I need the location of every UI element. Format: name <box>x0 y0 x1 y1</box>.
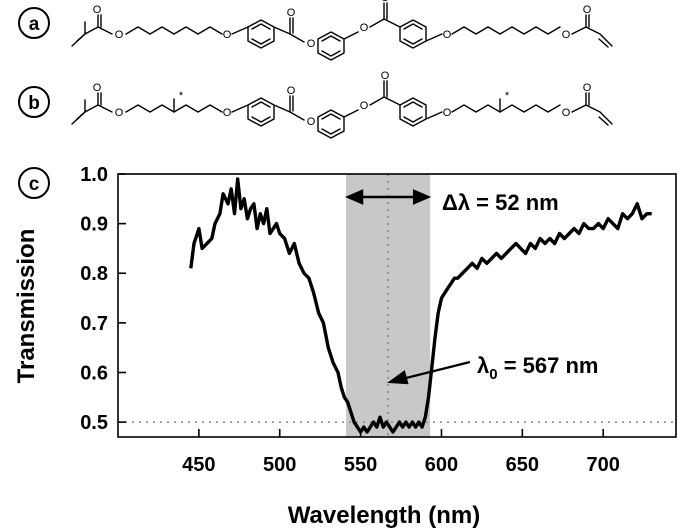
oxygen-atom: O <box>115 29 124 41</box>
y-tick-label: 0.8 <box>80 263 108 285</box>
oxygen-atom: O <box>381 0 390 4</box>
y-axis-ticks: 0.5 0.6 0.7 0.8 0.9 1.0 <box>80 164 126 434</box>
oxygen-atom: O <box>223 29 232 41</box>
center-wavelength-value: = 567 nm <box>498 353 599 378</box>
oxygen-atom: O <box>93 82 102 94</box>
x-tick-label: 450 <box>182 454 215 476</box>
x-tick-label: 550 <box>344 454 377 476</box>
oxygen-atom: O <box>583 4 592 16</box>
panel-c-label: c <box>29 174 40 195</box>
molecule-a-structure: a <box>18 0 613 61</box>
oxygen-atom: O <box>223 107 232 119</box>
oxygen-atom: O <box>562 107 571 119</box>
oxygen-atom: O <box>360 100 369 112</box>
panel-b-label-circle <box>18 86 50 118</box>
bandwidth-arrow <box>345 189 432 205</box>
chiral-center-marker: * <box>179 90 184 102</box>
oxygen-atom: O <box>360 22 369 34</box>
y-tick-label: 1.0 <box>80 164 108 186</box>
panel-b-label: b <box>28 93 40 114</box>
lambda-symbol: λ <box>477 353 489 378</box>
center-wavelength-annotation: λ0 = 567 nm <box>477 353 598 383</box>
oxygen-atom: O <box>93 4 102 16</box>
y-axis-title: Transmission <box>13 229 40 384</box>
x-tick-label: 650 <box>506 454 539 476</box>
y-tick-label: 0.5 <box>80 412 108 434</box>
chiral-center-marker: * <box>505 90 510 102</box>
y-tick-label: 0.9 <box>80 214 108 236</box>
oxygen-atom: O <box>287 85 296 97</box>
oxygen-atom: O <box>115 107 124 119</box>
x-tick-label: 600 <box>425 454 458 476</box>
stop-band-shading <box>346 174 431 437</box>
panel-c-label-circle <box>18 167 50 199</box>
oxygen-atom: O <box>562 29 571 41</box>
x-axis-ticks: 450 500 550 600 650 700 <box>182 429 620 476</box>
oxygen-atom: O <box>443 107 452 119</box>
oxygen-atom: O <box>307 116 316 128</box>
x-tick-label: 500 <box>263 454 296 476</box>
panel-a-label: a <box>29 14 40 35</box>
molecule-b-structure: b <box>18 70 613 139</box>
oxygen-atom: O <box>583 82 592 94</box>
oxygen-atom: O <box>287 7 296 19</box>
lambda-subscript: 0 <box>489 366 497 383</box>
oxygen-atom: O <box>443 29 452 41</box>
oxygen-atom: O <box>307 38 316 50</box>
oxygen-atom: O <box>381 70 390 82</box>
y-tick-label: 0.6 <box>80 362 108 384</box>
transmission-chart: 450 500 550 600 650 700 0.5 0.6 0.7 0.8 0.9 1.0 Δλ… <box>13 164 677 529</box>
transmission-series-line <box>189 177 652 434</box>
x-tick-label: 700 <box>587 454 620 476</box>
y-tick-label: 0.7 <box>80 313 108 335</box>
bandwidth-annotation: Δλ = 52 nm <box>442 190 559 215</box>
plot-frame <box>117 173 677 438</box>
panel-a-label-circle <box>18 7 50 39</box>
x-axis-title: Wavelength (nm) <box>288 502 480 529</box>
center-wavelength-arrow <box>386 360 471 385</box>
